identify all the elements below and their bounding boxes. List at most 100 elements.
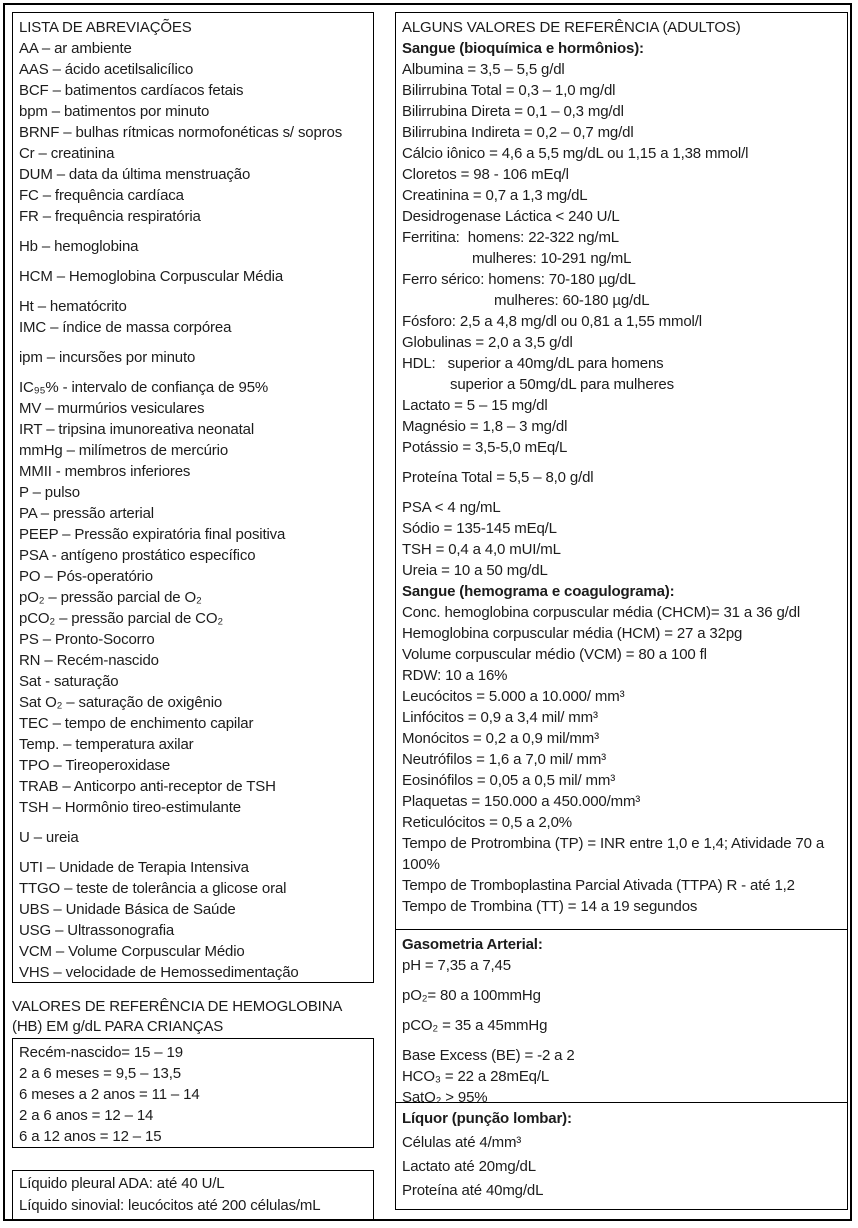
reference-line: Hemoglobina corpuscular média (HCM) = 27… bbox=[402, 625, 743, 642]
reference-line: Linfócitos = 0,9 a 3,4 mil/ mm³ bbox=[402, 709, 598, 726]
csf-list: Células até 4/mm³ Lactato até 20mg/dL Prot… bbox=[402, 1131, 841, 1203]
reference-line: Fósforo: 2,5 a 4,8 mg/dl ou 0,81 a 1,55 … bbox=[402, 313, 702, 330]
reference-line: HDL: superior a 40mg/dL para homens bbox=[402, 355, 664, 372]
abbreviation-line: BRNF – bulhas rítmicas normofonéticas s/… bbox=[19, 124, 343, 141]
reference-line: mulheres: 60-180 µg/dL bbox=[494, 292, 650, 309]
reference-line: PSA < 4 ng/mL bbox=[402, 499, 501, 516]
hb-reference-heading: VALORES DE REFERÊNCIA DE HEMOGLOBINA (HB… bbox=[12, 998, 342, 1035]
reference-line: Sangue (hemograma e coagulograma): bbox=[402, 583, 675, 600]
abbreviation-line: pO₂ – pressão parcial de O₂ bbox=[19, 589, 202, 606]
reference-line: TSH = 0,4 a 4,0 mUI/mL bbox=[402, 541, 561, 558]
gasometry-section: Gasometria Arterial: pH = 7,35 a 7,45 pO₂… bbox=[396, 929, 847, 1102]
csf-section: Líquor (punção lombar): Células até 4/mm… bbox=[396, 1102, 847, 1209]
gasometry-line: SatO₂ > 95% bbox=[402, 1089, 488, 1102]
abbreviation-line: VCM – Volume Corpuscular Médio bbox=[19, 943, 245, 960]
reference-line: superior a 50mg/dL para mulheres bbox=[450, 376, 674, 393]
reference-line: Ferritina: homens: 22-322 ng/mL bbox=[402, 229, 619, 246]
abbreviation-line: AAS – ácido acetilsalicílico bbox=[19, 61, 194, 78]
reference-line: Albumina = 3,5 – 5,5 g/dl bbox=[402, 61, 565, 78]
abbreviation-line: MMII - membros inferiores bbox=[19, 463, 191, 480]
gasometry-title: Gasometria Arterial: bbox=[402, 936, 543, 953]
reference-line: Sangue (bioquímica e hormônios): bbox=[402, 40, 644, 57]
reference-line: Eosinófilos = 0,05 a 0,5 mil/ mm³ bbox=[402, 772, 616, 789]
reference-line: Cálcio iônico = 4,6 a 5,5 mg/dL ou 1,15 … bbox=[402, 145, 749, 162]
reference-line: Lactato = 5 – 15 mg/dl bbox=[402, 397, 548, 414]
reference-line: Tempo de Protrombina (TP) = INR entre 1,… bbox=[402, 835, 829, 873]
abbreviation-line: FR – frequência respiratória bbox=[19, 208, 201, 225]
csf-line: Células até 4/mm³ bbox=[402, 1134, 522, 1151]
abbreviation-line: Sat O₂ – saturação de oxigênio bbox=[19, 694, 223, 711]
reference-line: Monócitos = 0,2 a 0,9 mil/mm³ bbox=[402, 730, 599, 747]
abbreviation-line: mmHg – milímetros de mercúrio bbox=[19, 442, 229, 459]
abbreviation-line: DUM – data da última menstruação bbox=[19, 166, 251, 183]
abbreviation-line: P – pulso bbox=[19, 484, 80, 501]
abbreviation-line: PSA - antígeno prostático específico bbox=[19, 547, 256, 564]
hb-values-box: Recém-nascido= 15 – 19 2 a 6 meses = 9,5 … bbox=[12, 1038, 374, 1148]
hb-value-line: Recém-nascido= 15 – 19 bbox=[19, 1044, 183, 1061]
abbreviation-line: Cr – creatinina bbox=[19, 145, 115, 162]
reference-line: mulheres: 10-291 ng/mL bbox=[472, 250, 632, 267]
reference-line: Bilirrubina Indireta = 0,2 – 0,7 mg/dl bbox=[402, 124, 634, 141]
abbreviation-line: PA – pressão arterial bbox=[19, 505, 154, 522]
reference-line: Magnésio = 1,8 – 3 mg/dl bbox=[402, 418, 568, 435]
hb-value-line: 6 meses a 2 anos = 11 – 14 bbox=[19, 1086, 200, 1103]
reference-line: Bilirrubina Total = 0,3 – 1,0 mg/dl bbox=[402, 82, 616, 99]
reference-line: Ferro sérico: homens: 70-180 µg/dL bbox=[402, 271, 636, 288]
fluid-line: Líquido pleural ADA: até 40 U/L bbox=[19, 1175, 225, 1192]
abbreviation-line: IC₉₅% - intervalo de confiança de 95% bbox=[19, 379, 269, 396]
hb-value-line: 2 a 6 anos = 12 – 14 bbox=[19, 1107, 154, 1124]
reference-line: Reticulócitos = 0,5 a 2,0% bbox=[402, 814, 572, 831]
abbreviation-line: pCO₂ – pressão parcial de CO₂ bbox=[19, 610, 224, 627]
gasometry-line: HCO₃ = 22 a 28mEq/L bbox=[402, 1068, 550, 1085]
abbreviation-line: TPO – Tireoperoxidase bbox=[19, 757, 171, 774]
abbreviation-line: VHS – velocidade de Hemossedimentação bbox=[19, 964, 299, 981]
abbreviation-line: RN – Recém-nascido bbox=[19, 652, 159, 669]
gasometry-line: Base Excess (BE) = -2 a 2 bbox=[402, 1047, 575, 1064]
abbreviation-line: Temp. – temperatura axilar bbox=[19, 736, 194, 753]
reference-line: Neutrófilos = 1,6 a 7,0 mil/ mm³ bbox=[402, 751, 607, 768]
reference-values-box: ALGUNS VALORES DE REFERÊNCIA (ADULTOS) S… bbox=[395, 12, 848, 1210]
gasometry-list: pH = 7,35 a 7,45 pO₂= 80 a 100mmHg pCO₂ = … bbox=[402, 955, 841, 1102]
reference-line: Conc. hemoglobina corpuscular média (CHC… bbox=[402, 604, 801, 621]
abbreviation-line: ipm – incursões por minuto bbox=[19, 349, 196, 366]
abbreviation-line: TSH – Hormônio tireo-estimulante bbox=[19, 799, 241, 816]
reference-line: RDW: 10 a 16% bbox=[402, 667, 508, 684]
abbreviation-line: Hb – hemoglobina bbox=[19, 238, 139, 255]
abbreviation-line: FC – frequência cardíaca bbox=[19, 187, 184, 204]
abbreviation-line: USG – Ultrassonografia bbox=[19, 922, 175, 939]
fluids-list: Líquido pleural ADA: até 40 U/L Líquido s… bbox=[19, 1173, 367, 1217]
blood-section: ALGUNS VALORES DE REFERÊNCIA (ADULTOS) S… bbox=[396, 13, 847, 929]
abbreviation-line: PS – Pronto-Socorro bbox=[19, 631, 155, 648]
reference-line: Creatinina = 0,7 a 1,3 mg/dL bbox=[402, 187, 588, 204]
abbreviations-title: LISTA DE ABREVIAÇÕES bbox=[19, 19, 192, 36]
reference-line: Sódio = 135-145 mEq/L bbox=[402, 520, 557, 537]
abbreviation-line: UBS – Unidade Básica de Saúde bbox=[19, 901, 236, 918]
abbreviation-line: MV – murmúrios vesiculares bbox=[19, 400, 205, 417]
abbreviation-line: TEC – tempo de enchimento capilar bbox=[19, 715, 254, 732]
gasometry-line: pCO₂ = 35 a 45mmHg bbox=[402, 1017, 548, 1034]
abbreviation-line: bpm – batimentos por minuto bbox=[19, 103, 210, 120]
reference-line: Tempo de Trombina (TT) = 14 a 19 segundo… bbox=[402, 898, 698, 915]
abbreviation-line: AA – ar ambiente bbox=[19, 40, 132, 57]
reference-line: Ureia = 10 a 50 mg/dL bbox=[402, 562, 548, 579]
csf-title: Líquor (punção lombar): bbox=[402, 1110, 572, 1127]
abbreviations-box: LISTA DE ABREVIAÇÕES AA – ar ambiente AAS… bbox=[12, 12, 374, 983]
abbreviation-line: PO – Pós-operatório bbox=[19, 568, 153, 585]
abbreviation-line: TRAB – Anticorpo anti-receptor de TSH bbox=[19, 778, 276, 795]
reference-values-title: ALGUNS VALORES DE REFERÊNCIA (ADULTOS) bbox=[402, 19, 741, 36]
abbreviation-line: Ht – hematócrito bbox=[19, 298, 127, 315]
abbreviation-line: IMC – índice de massa corpórea bbox=[19, 319, 232, 336]
hb-value-line: 6 a 12 anos = 12 – 15 bbox=[19, 1128, 162, 1145]
blood-values-list: Sangue (bioquímica e hormônios): Albumina… bbox=[402, 38, 841, 917]
abbreviation-line: UTI – Unidade de Terapia Intensiva bbox=[19, 859, 249, 876]
reference-line: Cloretos = 98 - 106 mEq/l bbox=[402, 166, 569, 183]
abbreviations-list: AA – ar ambiente AAS – ácido acetilsalicí… bbox=[19, 38, 367, 983]
reference-line: Desidrogenase Láctica < 240 U/L bbox=[402, 208, 620, 225]
reference-line: Bilirrubina Direta = 0,1 – 0,3 mg/dl bbox=[402, 103, 624, 120]
csf-line: Lactato até 20mg/dL bbox=[402, 1158, 536, 1175]
abbreviation-line: BCF – batimentos cardíacos fetais bbox=[19, 82, 244, 99]
reference-line: Plaquetas = 150.000 a 450.000/mm³ bbox=[402, 793, 641, 810]
gasometry-line: pO₂= 80 a 100mmHg bbox=[402, 987, 541, 1004]
abbreviation-line: PEEP – Pressão expiratória final positiv… bbox=[19, 526, 286, 543]
